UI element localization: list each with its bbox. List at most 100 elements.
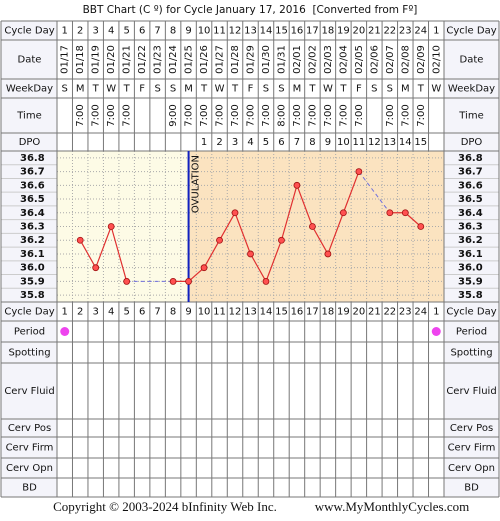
row-label: BD — [22, 483, 37, 494]
date: 02/02 — [307, 45, 318, 74]
temperature-point — [309, 223, 316, 230]
time: 9:00 — [168, 104, 179, 126]
y-tick-label: 36.0 — [458, 263, 483, 274]
y-tick-label: 36.1 — [20, 249, 45, 260]
weekday: S — [62, 84, 68, 95]
row-label: Cerv Opn — [6, 463, 53, 474]
weekday: S — [371, 84, 377, 95]
time: 7:00 — [292, 104, 303, 126]
date: 02/07 — [385, 45, 396, 74]
time: 7:00 — [354, 104, 365, 126]
cycle-day: 1 — [433, 307, 439, 318]
row-label: WeekDay — [6, 84, 53, 95]
row-label: Date — [460, 55, 484, 66]
dpo: 5 — [263, 137, 269, 148]
date: 01/31 — [276, 45, 287, 74]
cycle-day: 24 — [414, 26, 427, 37]
weekday: W — [431, 84, 441, 95]
period-dot — [60, 327, 70, 336]
cycle-day: 12 — [229, 307, 242, 318]
chart-title: BBT Chart (C º) for Cycle January 17, 20… — [83, 4, 418, 16]
date: 01/28 — [230, 45, 241, 74]
cycle-day: 15 — [275, 307, 288, 318]
y-tick-label: 36.3 — [458, 222, 483, 233]
time: 7:00 — [91, 104, 102, 126]
cycle-day: 9 — [185, 26, 191, 37]
weekday: M — [293, 84, 302, 95]
date: 02/05 — [354, 45, 365, 74]
row-label: Cycle Day — [446, 26, 496, 37]
dpo: 8 — [309, 137, 315, 148]
weekday: S — [154, 84, 160, 95]
time: 7:00 — [122, 104, 133, 126]
ovulation-label: OVULATION — [191, 155, 202, 213]
cycle-day: 1 — [433, 26, 439, 37]
weekday: M — [184, 84, 193, 95]
weekday: F — [248, 84, 254, 95]
cycle-day: 4 — [108, 26, 114, 37]
y-tick-label: 36.7 — [20, 167, 45, 178]
date: 02/01 — [292, 45, 303, 74]
temperature-point — [324, 250, 332, 258]
date: 01/27 — [215, 45, 226, 74]
y-tick-label: 36.5 — [458, 194, 483, 205]
dpo: 15 — [414, 137, 427, 148]
cycle-day: 24 — [414, 307, 427, 318]
dpo: 9 — [325, 137, 331, 148]
time: 7:00 — [230, 104, 241, 126]
weekday: T — [231, 84, 239, 95]
cycle-day: 1 — [62, 26, 68, 37]
dpo: 12 — [368, 137, 381, 148]
date: 01/22 — [137, 45, 148, 74]
cycle-day: 3 — [93, 26, 99, 37]
row-label: Period — [456, 327, 487, 338]
date: 01/29 — [246, 45, 257, 74]
date: 01/24 — [168, 45, 179, 74]
cycle-day: 14 — [260, 307, 273, 318]
row-label: Cerv Pos — [450, 423, 493, 434]
dpo: 4 — [247, 137, 253, 148]
row-label: Period — [14, 327, 45, 338]
weekday: T — [92, 84, 100, 95]
cycle-day: 9 — [185, 307, 191, 318]
date: 02/10 — [431, 45, 442, 74]
temperature-point — [216, 236, 223, 244]
temperature-point — [262, 278, 270, 285]
dpo: 6 — [278, 137, 284, 148]
time: 8:00 — [276, 104, 287, 126]
dpo: 11 — [352, 137, 365, 148]
temperature-point — [247, 250, 254, 258]
copyright: Copyright © 2003-2024 bInfinity Web Inc. — [53, 499, 277, 514]
cycle-day: 19 — [337, 26, 350, 37]
label-column — [1, 21, 57, 497]
row-label: BD — [464, 483, 479, 494]
temperature-point — [278, 236, 285, 244]
y-tick-label: 36.6 — [458, 180, 483, 191]
dpo: 3 — [232, 137, 238, 148]
cycle-day: 23 — [399, 26, 412, 37]
cycle-day: 17 — [306, 26, 319, 37]
weekday: F — [139, 84, 145, 95]
weekday: W — [106, 84, 116, 95]
weekday: T — [417, 84, 425, 95]
dpo: 2 — [216, 137, 222, 148]
cycle-day: 4 — [108, 307, 114, 318]
date: 01/19 — [91, 45, 102, 74]
date: 01/26 — [199, 45, 210, 74]
row-label: Cycle Day — [4, 307, 54, 318]
y-tick-label: 36.4 — [20, 208, 45, 219]
cycle-day: 22 — [383, 307, 396, 318]
cycle-day: 20 — [352, 26, 365, 37]
cycle-day: 23 — [399, 307, 412, 318]
cycle-day: 21 — [368, 307, 381, 318]
date: 01/18 — [75, 45, 86, 74]
temperature-point — [92, 264, 100, 272]
weekday: W — [323, 84, 333, 95]
y-tick-label: 35.9 — [20, 276, 45, 287]
weekday: T — [308, 84, 316, 95]
row-label: DPO — [461, 137, 483, 148]
time: 7:00 — [416, 104, 427, 126]
time: 7:00 — [261, 104, 272, 126]
cycle-day: 6 — [139, 307, 145, 318]
cycle-day: 13 — [244, 307, 257, 318]
